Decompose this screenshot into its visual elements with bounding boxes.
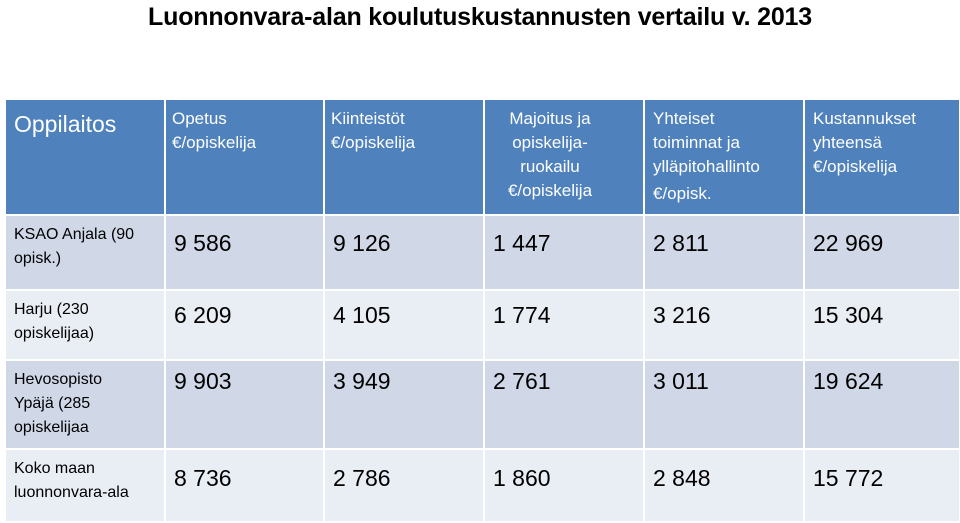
table-header-row: Oppilaitos Opetus €/opiskelija Kiinteist… (4, 98, 960, 216)
row-label: Hevosopisto Ypäjä (285 opiskelijaa (4, 359, 166, 450)
cell-yhteensa: 22 969 (803, 214, 960, 291)
cell-opetus: 6 209 (164, 289, 325, 361)
header-kustannukset: Kustannukset yhteensä €/opiskelija (803, 98, 960, 216)
cell-kiinteistot: 9 126 (323, 214, 485, 291)
cell-majoitus: 2 761 (483, 359, 645, 450)
cell-yhteensa: 19 624 (803, 359, 960, 450)
row-label: Harju (230 opiskelijaa) (4, 289, 166, 361)
cell-kiinteistot: 4 105 (323, 289, 485, 361)
header-opetus: Opetus €/opiskelija (164, 98, 325, 216)
cell-majoitus: 1 774 (483, 289, 645, 361)
cell-majoitus: 1 447 (483, 214, 645, 291)
cell-yhteiset: 2 811 (643, 214, 805, 291)
header-majoitus: Majoitus ja opiskelija- ruokailu €/opisk… (483, 98, 645, 216)
row-label: KSAO Anjala (90 opisk.) (4, 214, 166, 291)
cell-yhteensa: 15 304 (803, 289, 960, 361)
table-row: Harju (230 opiskelijaa) 6 209 4 105 1 77… (4, 289, 960, 361)
header-kiinteistot: Kiinteistöt €/opiskelija (323, 98, 485, 216)
page-title: Luonnonvara-alan koulutuskustannusten ve… (148, 3, 812, 31)
header-yhteiset: Yhteiset toiminnat ja ylläpitohallinto €… (643, 98, 805, 216)
cost-comparison-table: Oppilaitos Opetus €/opiskelija Kiinteist… (4, 98, 960, 523)
cell-opetus: 9 586 (164, 214, 325, 291)
cell-kiinteistot: 3 949 (323, 359, 485, 450)
cell-opetus: 9 903 (164, 359, 325, 450)
table-row: Hevosopisto Ypäjä (285 opiskelijaa 9 903… (4, 359, 960, 450)
header-oppilaitos: Oppilaitos (4, 98, 166, 216)
cell-yhteiset: 3 216 (643, 289, 805, 361)
cell-yhteiset: 3 011 (643, 359, 805, 450)
table-row: KSAO Anjala (90 opisk.) 9 586 9 126 1 44… (4, 214, 960, 291)
